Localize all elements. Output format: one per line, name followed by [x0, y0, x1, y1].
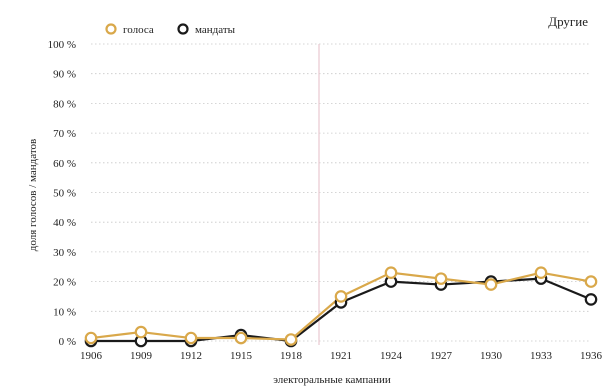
x-tick-label: 1927	[430, 350, 453, 362]
legend-label-votes: голоса	[123, 24, 154, 36]
y-axis-ticks: 0 % 10 % 20 % 30 % 40 % 50 % 60 % 70 % 80 % 90 % 1…	[48, 39, 76, 348]
data-point-votes	[184, 331, 198, 345]
data-point-votes	[134, 325, 148, 339]
y-tick-label: 30 %	[53, 247, 76, 259]
y-tick-label: 60 %	[53, 158, 76, 170]
x-tick-label: 1921	[330, 350, 352, 362]
data-point-votes	[284, 333, 298, 346]
y-tick-label: 70 %	[53, 128, 76, 140]
x-tick-label: 1918	[280, 350, 303, 362]
x-tick-label: 1924	[380, 350, 403, 362]
data-point-votes	[384, 266, 398, 279]
x-axis-ticks: 1906 1909 1912 1915 1918 1921 1924 1927 1930 1933…	[80, 350, 603, 362]
data-point-votes	[584, 275, 598, 288]
y-tick-label: 20 %	[53, 277, 76, 289]
y-tick-label: 100 %	[48, 39, 76, 51]
legend-item-seats: мандаты	[177, 23, 236, 36]
y-tick-label: 0 %	[59, 336, 76, 348]
legend-marker-seats	[177, 23, 189, 35]
y-axis-title: доля голосов / мандатов	[27, 139, 39, 251]
x-tick-label: 1936	[580, 350, 603, 362]
legend-marker-votes	[105, 23, 117, 35]
data-point-votes	[534, 266, 548, 279]
y-tick-label: 90 %	[53, 69, 76, 81]
x-tick-label: 1912	[180, 350, 202, 362]
x-tick-label: 1933	[530, 350, 553, 362]
data-point-votes	[234, 331, 248, 345]
chart-title: Другие	[548, 14, 588, 29]
legend: голоса мандаты	[105, 23, 236, 36]
legend-label-seats: мандаты	[195, 24, 236, 36]
data-point-votes	[434, 272, 448, 285]
x-axis-title: электоральные кампании	[273, 374, 391, 386]
y-tick-label: 10 %	[53, 306, 76, 318]
series-group	[84, 266, 598, 348]
x-tick-label: 1915	[230, 350, 253, 362]
legend-item-votes: голоса	[105, 23, 154, 36]
y-tick-label: 40 %	[53, 217, 76, 229]
y-tick-label: 80 %	[53, 98, 76, 110]
data-point-votes	[484, 278, 498, 291]
x-tick-label: 1906	[80, 350, 103, 362]
data-point-votes	[84, 331, 98, 345]
x-tick-label: 1909	[130, 350, 153, 362]
series-line-seats	[91, 277, 592, 343]
data-point-seats	[584, 293, 598, 306]
y-tick-label: 50 %	[53, 188, 76, 200]
x-tick-label: 1930	[480, 350, 503, 362]
data-point-votes	[334, 290, 348, 303]
